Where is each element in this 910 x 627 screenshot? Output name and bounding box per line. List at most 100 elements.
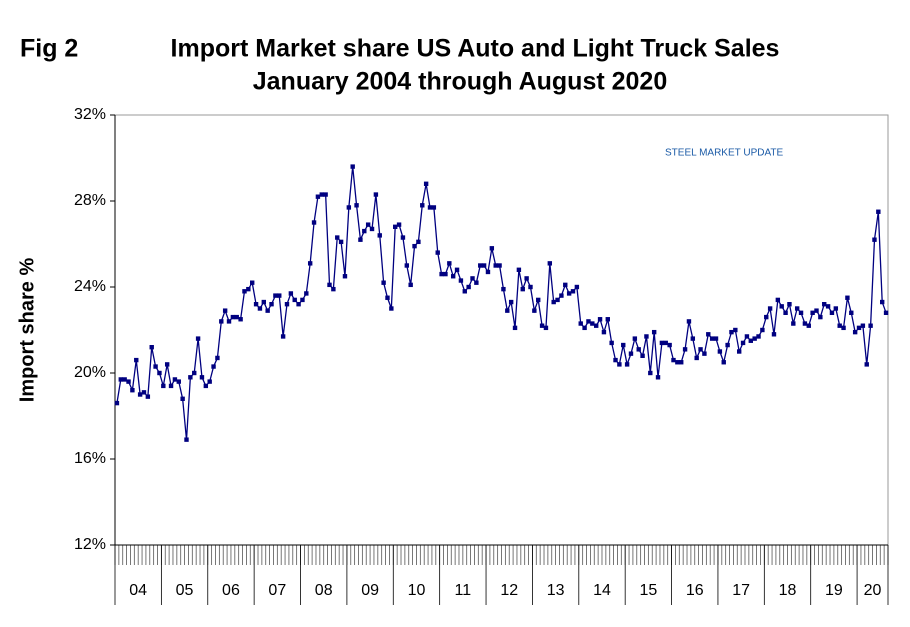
data-point [493,263,498,268]
data-point [690,336,696,341]
data-point [393,224,398,229]
data-point [427,205,433,210]
data-point [137,392,143,397]
x-tick-label: 12 [500,582,518,599]
data-point [845,295,850,300]
data-point [771,332,777,337]
data-point [825,304,831,309]
data-point [447,261,452,266]
data-point [396,222,402,227]
data-point [149,345,154,350]
data-point [822,302,827,307]
data-point [779,304,784,309]
data-point [570,289,576,294]
data-point [593,323,599,328]
x-tick-label: 04 [129,582,147,599]
data-point [280,334,286,339]
data-point [118,377,123,382]
data-point [164,362,170,367]
data-point [794,306,800,311]
data-point [412,243,417,249]
data-point [632,336,638,341]
data-point [176,379,181,384]
data-point [733,327,738,333]
data-point [628,351,634,356]
data-point [269,302,274,307]
data-point [644,334,649,339]
data-point [829,310,835,315]
x-tick-label: 15 [639,582,657,599]
data-point [760,327,765,333]
data-point [578,321,583,326]
data-point [876,209,881,214]
data-point [474,280,479,285]
data-point [508,299,514,305]
chart-title: Import Market share US Auto and Light Tr… [171,35,780,63]
data-point [787,302,792,307]
data-point [574,284,580,290]
data-point [257,306,263,311]
data-point [536,297,541,303]
data-point [810,310,815,315]
chart-subtitle: January 2004 through August 2020 [253,68,667,96]
data-point [335,235,340,240]
data-point [319,192,324,197]
data-point [327,282,332,288]
data-point [818,314,823,320]
data-point [756,334,761,339]
data-point [478,263,483,268]
x-tick-label: 08 [315,582,333,599]
data-point [543,325,549,331]
data-point [219,319,224,324]
data-point [207,379,212,384]
data-point [215,355,220,361]
data-point [864,362,869,367]
data-point [698,347,703,352]
data-point [338,239,344,245]
data-point [609,340,614,346]
data-point [354,203,359,208]
data-point [470,276,475,281]
data-point [126,379,131,384]
x-tick-label: 09 [361,582,379,599]
x-tick-label: 13 [547,582,565,599]
data-point [141,390,147,395]
y-tick-label: 28% [74,192,106,209]
data-point [192,370,197,376]
data-point [323,192,328,197]
data-point [702,351,707,356]
data-point [837,323,842,328]
data-point [246,286,251,292]
data-point [466,284,471,290]
x-tick-label: 18 [779,582,797,599]
y-tick-label: 32% [74,106,106,123]
data-point [184,437,189,442]
data-point [389,306,394,311]
data-point [172,377,178,382]
data-point [671,357,676,363]
data-point [454,267,460,272]
x-tick-label: 07 [268,582,286,599]
x-tick-label: 19 [825,582,843,599]
data-point [775,297,781,303]
data-point [764,314,769,320]
data-point [273,293,278,298]
data-point [350,164,355,169]
data-point [157,370,162,376]
data-point [740,340,746,346]
data-point [783,310,788,315]
data-point [381,280,386,285]
data-point [729,329,734,335]
data-point [481,263,487,268]
data-point [613,357,618,363]
data-point [528,284,533,290]
data-point [559,293,564,298]
data-point [539,323,545,328]
data-point [706,332,711,337]
data-point [331,286,336,292]
data-point [682,347,688,352]
data-point [153,364,158,369]
y-tick-label: 20% [74,364,106,381]
data-point [667,342,672,348]
data-point [883,310,889,315]
